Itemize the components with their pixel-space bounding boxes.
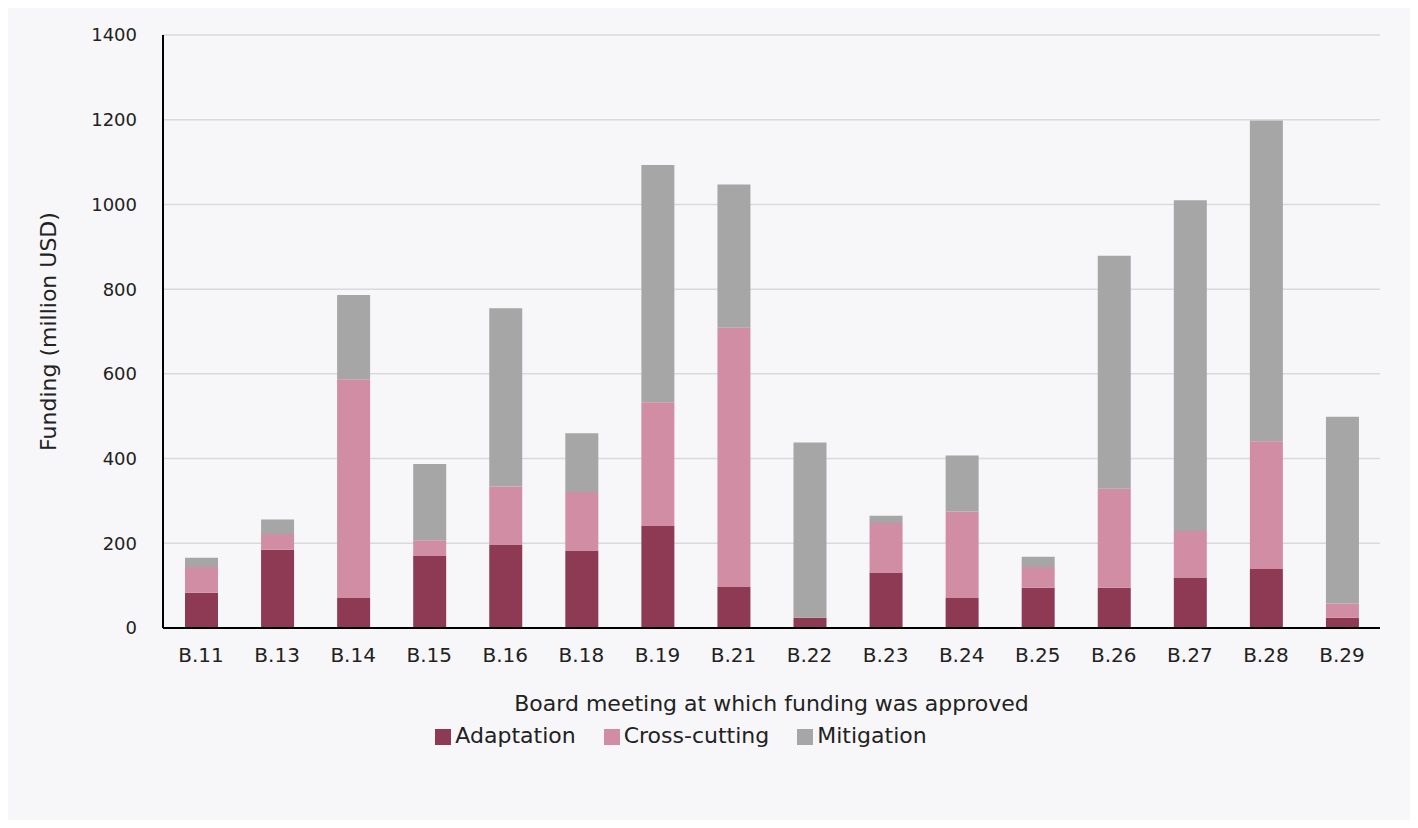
svg-text:B.15: B.15 (406, 643, 452, 667)
svg-text:1200: 1200 (91, 109, 137, 130)
svg-text:B.23: B.23 (863, 643, 909, 667)
svg-text:B.24: B.24 (939, 643, 985, 667)
svg-text:B.25: B.25 (1015, 643, 1061, 667)
svg-text:B.27: B.27 (1167, 643, 1213, 667)
svg-text:200: 200 (103, 533, 137, 554)
svg-text:B.14: B.14 (330, 643, 376, 667)
html-text:Mitigation: Mitigation (817, 723, 927, 748)
html-text:Cross-cutting: Cross-cutting (623, 723, 770, 748)
svg-text:B.19: B.19 (635, 643, 681, 667)
svg-text:B.26: B.26 (1091, 643, 1137, 667)
html-text:Adaptation: Adaptation (455, 723, 576, 748)
svg-text:400: 400 (103, 448, 137, 469)
svg-text:B.28: B.28 (1243, 643, 1289, 667)
svg-text:1000: 1000 (91, 194, 137, 215)
svg-text:0: 0 (126, 617, 137, 638)
svg-text:B.21: B.21 (711, 643, 757, 667)
svg-text:Board meeting at which funding: Board meeting at which funding was appro… (514, 691, 1028, 716)
svg-text:1400: 1400 (91, 24, 137, 45)
svg-text:B.16: B.16 (483, 643, 529, 667)
svg-text:B.18: B.18 (559, 643, 605, 667)
svg-text:B.13: B.13 (254, 643, 300, 667)
svg-text:600: 600 (103, 363, 137, 384)
svg-text:Funding (million USD): Funding (million USD) (36, 212, 61, 451)
svg-text:B.29: B.29 (1319, 643, 1365, 667)
svg-text:B.22: B.22 (787, 643, 833, 667)
svg-text:B.11: B.11 (178, 643, 224, 667)
svg-text:800: 800 (103, 279, 137, 300)
